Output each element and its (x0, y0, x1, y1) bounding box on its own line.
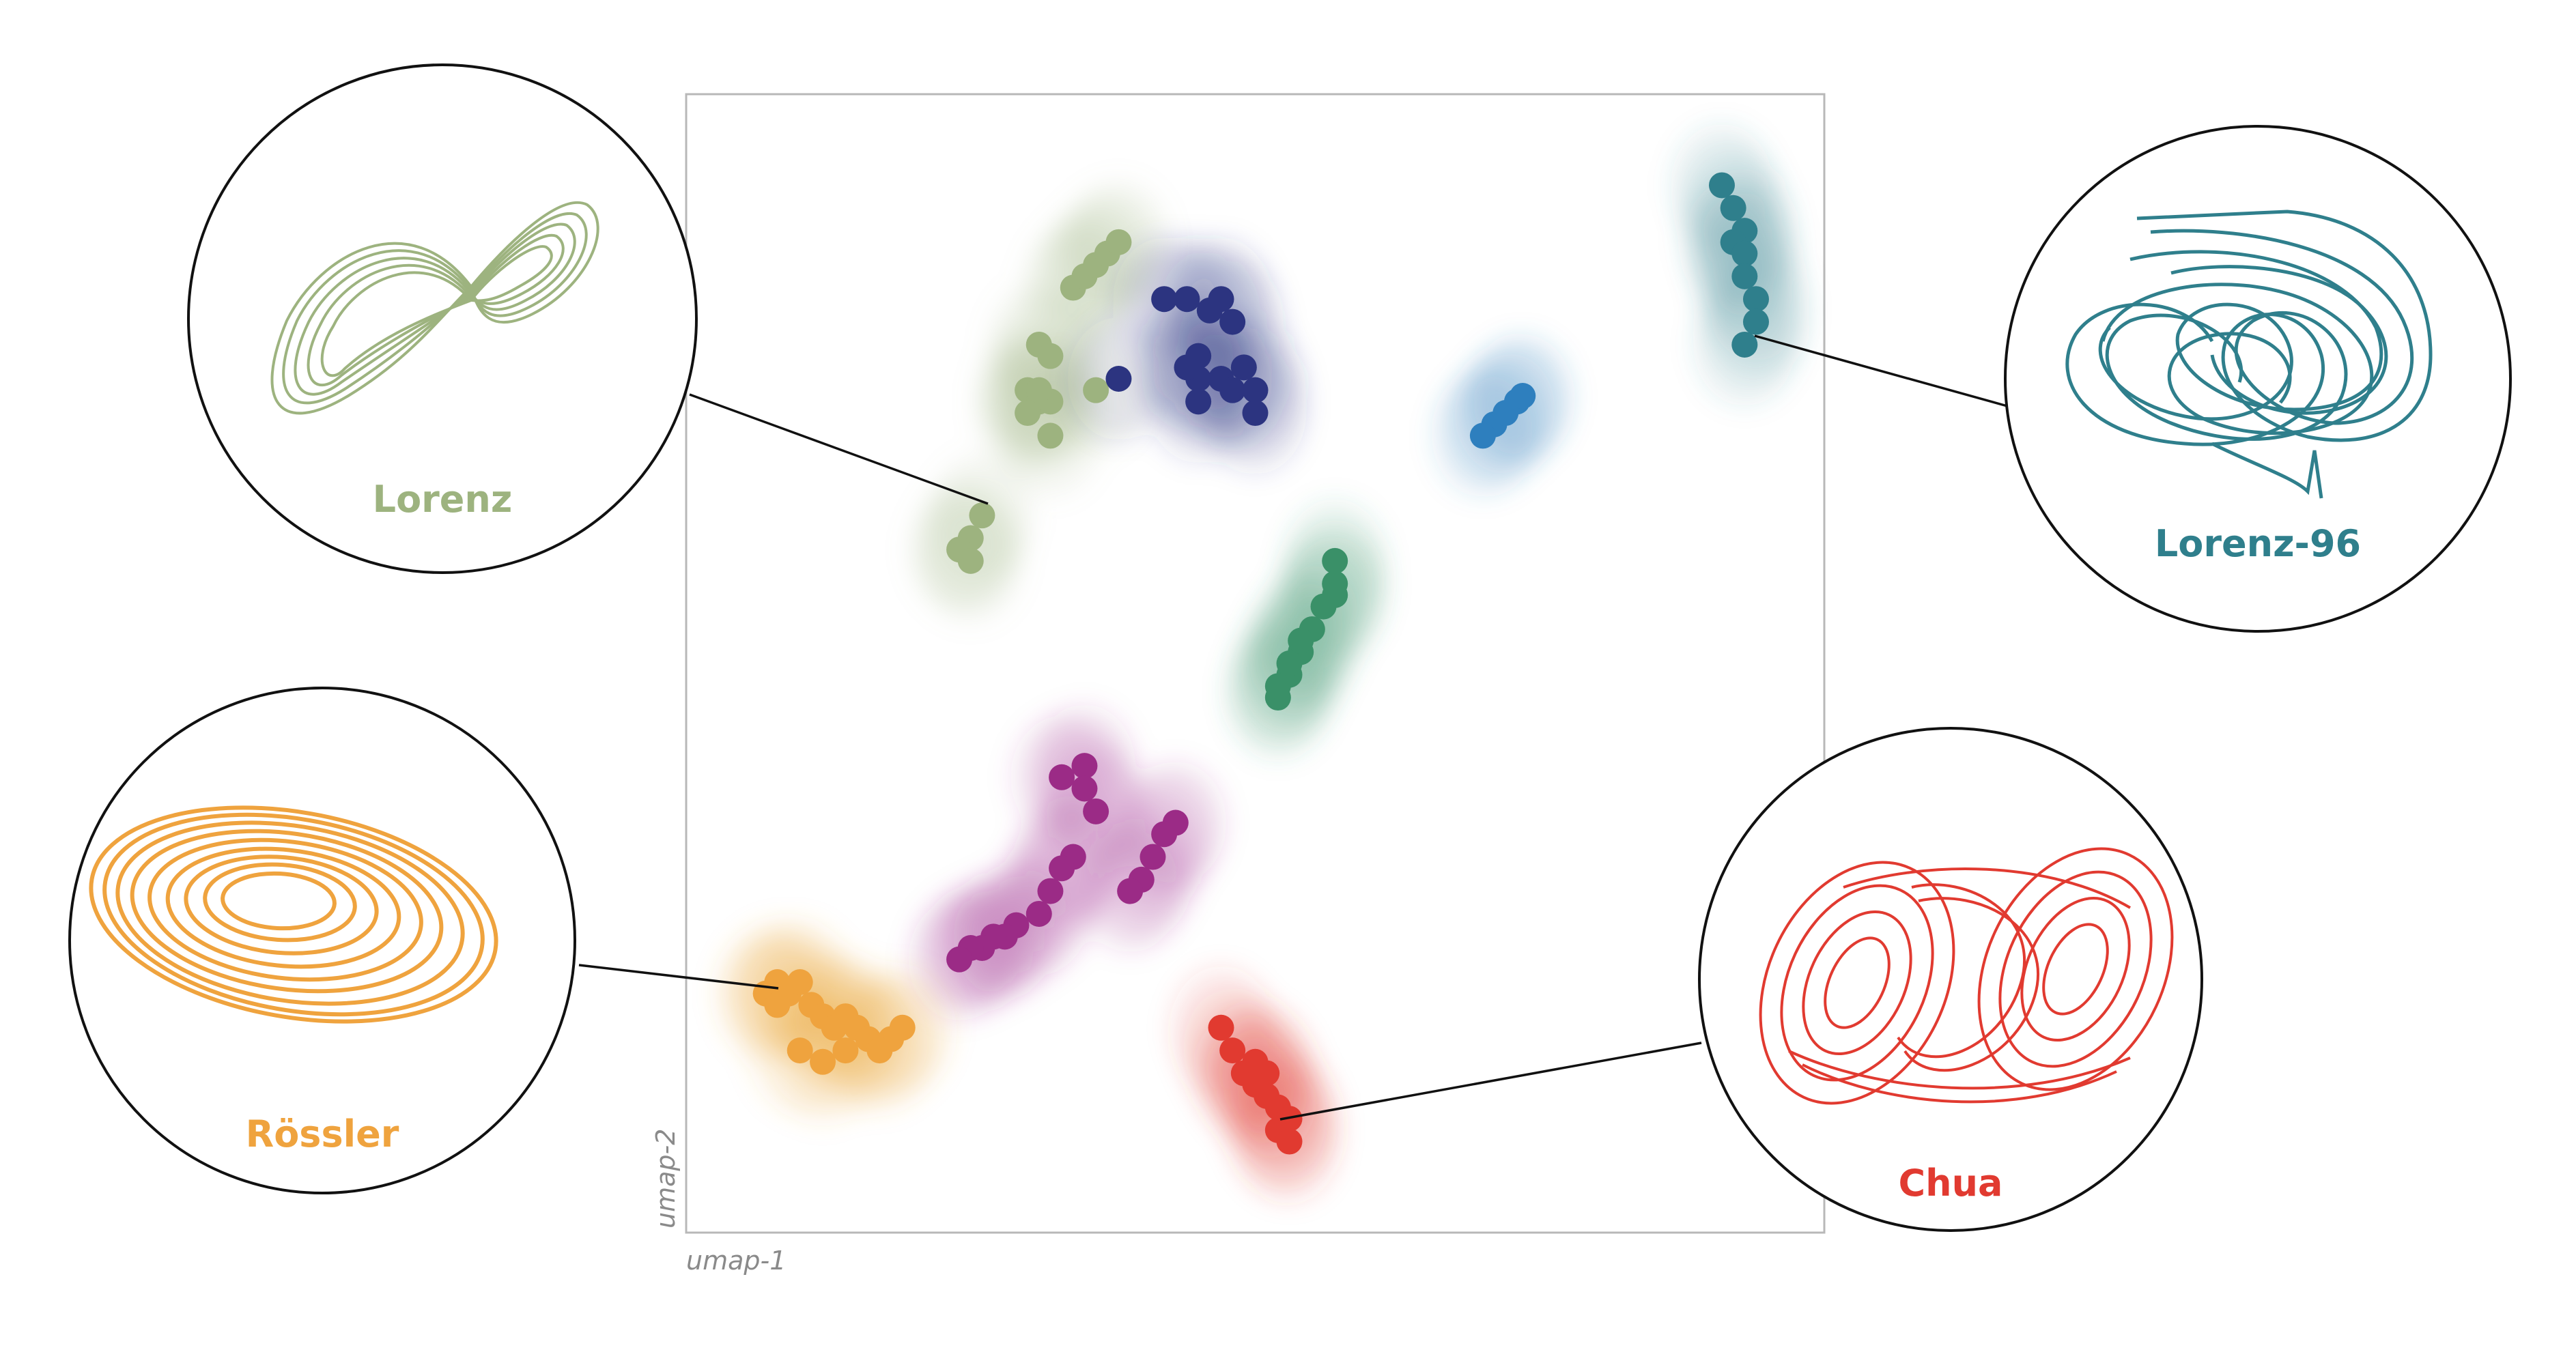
scatter-point (1140, 844, 1166, 870)
scatter-point (1071, 753, 1098, 779)
inset-lorenz96: Lorenz-96 (2004, 125, 2512, 633)
scatter-point (1083, 798, 1109, 824)
scatter-point (1310, 593, 1337, 620)
scatter-point (1242, 400, 1269, 427)
leader-line-lorenz (689, 393, 989, 505)
leader-line-lorenz96 (1754, 334, 2008, 407)
scatter-point (1264, 673, 1291, 700)
scatter-point (787, 969, 813, 996)
scatter-point (866, 1037, 893, 1064)
scatter-point (1219, 1037, 1246, 1064)
scatter-point (1208, 286, 1234, 313)
scatter-point (1015, 400, 1041, 427)
inset-lorenz: Lorenz (187, 63, 698, 574)
scatter-point (1083, 377, 1109, 403)
inset-chua: Chua (1698, 727, 2203, 1232)
scatter-point (1322, 547, 1348, 574)
inset-circle-rossler (68, 687, 576, 1194)
scatter-point (1242, 1048, 1269, 1075)
lorenz96-attractor-icon (2065, 210, 2433, 499)
label-chua: Chua (1899, 1162, 2003, 1205)
scatter-point (787, 1037, 813, 1064)
scatter-point (1049, 855, 1075, 882)
scatter-point (1071, 775, 1098, 802)
scatter-point (1185, 388, 1212, 415)
points-layer (752, 172, 1769, 1155)
scatter-point (1151, 286, 1178, 313)
inset-rossler: Rössler (68, 687, 576, 1194)
scatter-point (810, 1048, 836, 1075)
label-lorenz96: Lorenz-96 (2155, 522, 2361, 565)
label-lorenz: Lorenz (373, 478, 513, 521)
scatter-point (1288, 627, 1314, 654)
scatter-point (1731, 263, 1758, 289)
leader-line-rossler (578, 964, 779, 990)
label-rossler: Rössler (246, 1112, 399, 1155)
scatter-point (1049, 764, 1075, 790)
scatter-point (1469, 422, 1496, 449)
scatter-point (1037, 878, 1064, 904)
scatter-point (1276, 650, 1303, 676)
x-axis-label: umap-1 (686, 1246, 786, 1276)
scatter-point (1174, 354, 1200, 381)
scatter-point (1731, 240, 1758, 267)
scatter-point (1208, 1014, 1234, 1041)
scatter-point (1242, 377, 1269, 403)
scatter-point (957, 547, 984, 574)
scatter-point (1105, 366, 1132, 392)
scatter-point (1742, 286, 1769, 313)
scatter-point (1731, 331, 1758, 358)
scatter-point (1219, 308, 1246, 335)
scatter-point (1219, 377, 1246, 403)
scatter-point (1025, 377, 1052, 403)
scatter-point (889, 1014, 916, 1041)
scatter-point (1151, 821, 1178, 848)
lorenz-attractor-icon (270, 201, 599, 415)
scatter-point (1708, 172, 1735, 199)
scatter-point (969, 502, 995, 529)
y-axis-label: umap-2 (651, 1129, 681, 1229)
scatter-point (946, 946, 973, 973)
scatter-point (1174, 286, 1200, 313)
scatter-point (1276, 1128, 1303, 1155)
plot-frame (685, 93, 1826, 1234)
scatter-point (1037, 343, 1064, 369)
rossler-attractor-icon (89, 805, 498, 1024)
scatter-point (1105, 229, 1132, 255)
chua-attractor-icon (1759, 847, 2174, 1105)
scatter-point (1037, 422, 1064, 449)
scatter-point (832, 1037, 859, 1064)
leader-line-chua (1279, 1042, 1702, 1121)
scatter-point (1742, 308, 1769, 335)
scatter-point (1720, 195, 1746, 221)
scatter-point (1117, 878, 1144, 904)
scatter-point (1230, 354, 1257, 381)
scatter-point (1025, 900, 1052, 927)
scatter-point (1510, 383, 1536, 410)
inset-circle-lorenz96 (2004, 125, 2512, 633)
scatter-point (764, 992, 791, 1018)
